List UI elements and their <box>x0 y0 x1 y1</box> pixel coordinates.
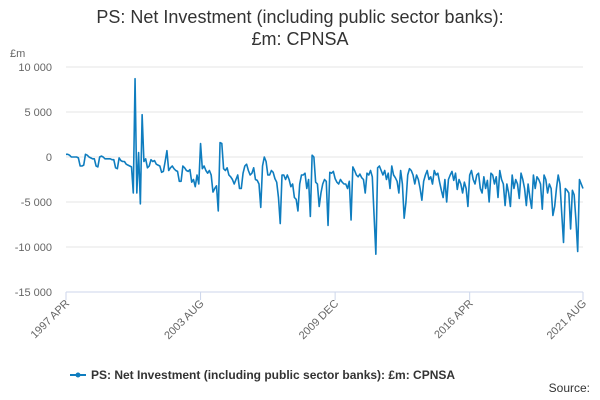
y-tick-label: -10 000 <box>15 242 52 254</box>
y-tick-label: 5 000 <box>24 107 52 119</box>
x-tick-label: 2009 DEC <box>297 298 341 342</box>
x-tick-label: 2016 APR <box>432 298 476 342</box>
x-tick-label: 2003 AUG <box>162 298 206 342</box>
chart-title: PS: Net Investment (including public sec… <box>96 7 504 49</box>
legend-label: PS: Net Investment (including public sec… <box>91 368 455 382</box>
y-tick-label: 10 000 <box>18 62 52 74</box>
x-tick-label: 2021 AUG <box>545 298 589 342</box>
source: Source: <box>549 381 590 395</box>
y-tick-label: 0 <box>46 152 52 164</box>
y-tick-label: -15 000 <box>15 287 52 299</box>
data-line <box>66 77 584 255</box>
legend-marker <box>75 372 81 378</box>
x-tick-label: 1997 APR <box>29 298 73 342</box>
y-unit: £m <box>10 48 25 60</box>
y-tick-label: -5 000 <box>21 197 52 209</box>
